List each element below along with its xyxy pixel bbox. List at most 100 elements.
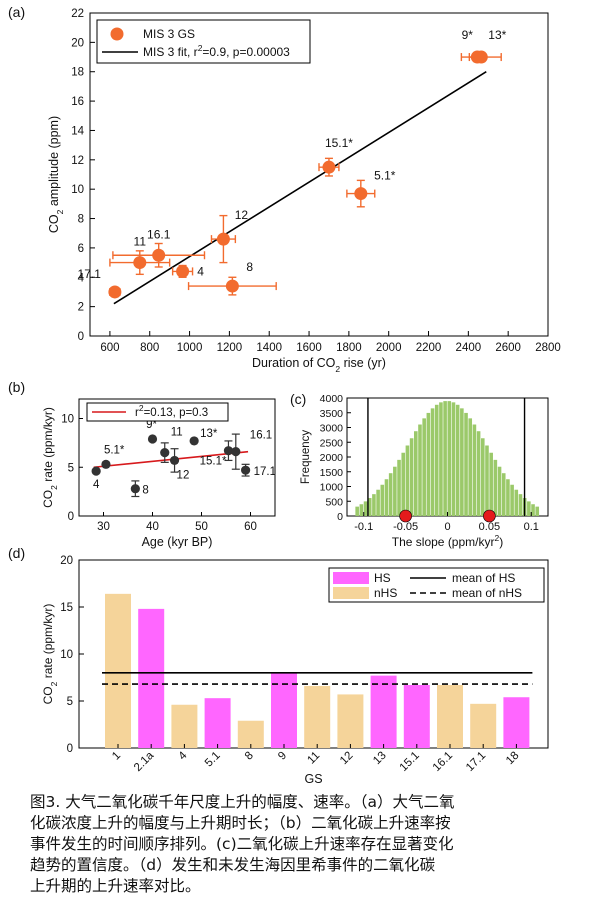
point-marker xyxy=(189,436,199,446)
histogram-bar xyxy=(384,479,389,516)
histogram-bar xyxy=(460,408,464,516)
x-tick-label: 12 xyxy=(338,750,356,768)
data-point-15_1_: 15.1* xyxy=(200,440,234,468)
point-label: 17.1 xyxy=(78,267,102,281)
panel-c-label: (c) xyxy=(290,391,306,407)
figure-caption: 图3. 大气二氧化碳千年尺度上升的幅度、速率。（a）大气二氧 化碳浓度上升的幅度… xyxy=(30,792,590,897)
y-tick-label: 15 xyxy=(60,602,73,614)
histogram-bar xyxy=(401,452,406,516)
histogram-bar xyxy=(535,506,540,516)
x-tick-label: 2000 xyxy=(376,342,402,354)
x-tick-label: 1200 xyxy=(217,342,243,354)
slope-point xyxy=(483,509,496,523)
histogram-bar xyxy=(506,479,510,516)
point-label: 8 xyxy=(142,485,148,497)
caption-line-4: 趋势的置信度。（d）发生和未发生海因里希事件的二氧化碳 xyxy=(30,856,436,874)
x-tick-label: 40 xyxy=(146,521,159,533)
histogram-bar xyxy=(527,501,531,516)
point-marker xyxy=(216,232,230,246)
legend-nhs-label: nHS xyxy=(374,586,397,600)
legend-hs-label: HS xyxy=(374,571,391,585)
histogram-bar xyxy=(380,484,385,516)
y-tick-label: 2 xyxy=(78,302,84,314)
y-tick-label: 8 xyxy=(78,214,84,226)
x-tick-label: 1000 xyxy=(177,342,203,354)
y-tick-label: 0 xyxy=(68,511,74,523)
data-point-12: 12 xyxy=(210,208,248,264)
point-label: 17.1 xyxy=(254,466,276,478)
histogram-bar xyxy=(405,445,410,516)
point-label: 9* xyxy=(462,28,474,42)
y-axis-label: Frequency xyxy=(300,430,312,485)
data-point-12: 12 xyxy=(169,448,190,481)
histogram-bar xyxy=(447,401,452,516)
y-tick-label: 3500 xyxy=(320,408,344,420)
x-axis-label: The slope (ppm/kyr2) xyxy=(392,533,503,549)
point-marker xyxy=(130,484,140,494)
x-axis-label: Age (kyr BP) xyxy=(142,535,213,549)
histogram-bar xyxy=(493,459,498,516)
bars xyxy=(105,593,530,748)
data-point-8: 8 xyxy=(187,260,277,296)
histogram-bar xyxy=(497,466,502,516)
bar-9 xyxy=(271,672,297,748)
y-tick-label: 5 xyxy=(67,696,73,708)
data-point-16_1: 16.1 xyxy=(112,227,206,268)
histogram-bar xyxy=(514,489,519,516)
x-tick-label: 13 xyxy=(371,750,389,768)
fit-line xyxy=(113,71,487,305)
point-marker xyxy=(147,434,158,444)
data-point-13_: 13* xyxy=(460,28,507,64)
x-axis-label: Duration of CO2 rise (yr) xyxy=(252,356,386,374)
point-label: 13* xyxy=(200,428,218,440)
y-tick-label: 16 xyxy=(71,96,84,108)
x-tick-label: 15.1 xyxy=(398,750,422,774)
histogram-bar xyxy=(430,408,435,516)
point-marker xyxy=(225,279,239,293)
histogram-bar xyxy=(476,431,481,516)
y-tick-label: 2500 xyxy=(320,437,344,449)
x-tick-label: 16.1 xyxy=(431,750,455,774)
histogram-bar xyxy=(355,506,359,516)
panel-c: (c) -0.1 -0.05 0 0.05 0.1 0 500 1000 1500 2000 2500… xyxy=(290,391,549,549)
y-tick-label: 1500 xyxy=(320,467,344,479)
point-label: 13* xyxy=(488,28,506,42)
x-tick-label: 0.1 xyxy=(524,521,539,533)
panel-b: (b) 30 40 50 60 0 5 10 Age (kyr BP) CO2 rate (ppm… xyxy=(8,379,276,549)
point-label: 5.1* xyxy=(104,444,125,456)
histogram-bar xyxy=(468,418,473,516)
y-tick-label: 20 xyxy=(60,555,73,567)
legend-marker xyxy=(110,27,124,41)
point-label: 8 xyxy=(246,260,253,274)
y-tick-label: 0 xyxy=(337,511,343,523)
panel-d-label: (d) xyxy=(8,545,25,561)
y-tick-label: 18 xyxy=(71,67,84,79)
bar-17_1 xyxy=(470,703,497,748)
legend: MIS 3 GS MIS 3 fit, r2=0.9, p=0.00003 xyxy=(96,19,311,64)
histogram-bar xyxy=(422,418,426,516)
x-tick-label: 4 xyxy=(177,749,190,762)
caption-line-5: 上升期的上升速率对比。 xyxy=(30,877,201,895)
y-tick-label: 20 xyxy=(71,37,84,49)
point-marker xyxy=(354,187,368,201)
histogram-bar xyxy=(501,473,506,516)
panel-a: (a)600 800 1000 1200 1400 1600 1800 2000 2200 240… xyxy=(8,4,561,374)
data-point-8: 8 xyxy=(130,480,149,498)
point-marker xyxy=(231,447,241,457)
x-tick-label: 600 xyxy=(100,342,119,354)
legend-mean-hs-label: mean of HS xyxy=(452,571,515,585)
bar-15_1 xyxy=(403,685,430,748)
data-point-9_: 9* xyxy=(146,419,157,444)
legend-marker-label: MIS 3 GS xyxy=(143,27,195,41)
y-tick-label: 10 xyxy=(61,414,74,426)
histogram-bar xyxy=(464,412,468,516)
x-tick-label: 2.1a xyxy=(132,749,157,774)
histogram-bar xyxy=(443,401,447,516)
histogram-bar xyxy=(434,404,439,516)
caption-line-3: 事件发生的时间顺序排列。(c)二氧化碳上升速率存在显著变化 xyxy=(30,835,454,853)
y-tick-label: 2000 xyxy=(320,452,344,464)
point-label: 15.1* xyxy=(325,136,353,150)
y-tick-label: 5 xyxy=(68,462,74,474)
point-marker xyxy=(108,285,122,299)
point-label: 12 xyxy=(177,469,190,481)
